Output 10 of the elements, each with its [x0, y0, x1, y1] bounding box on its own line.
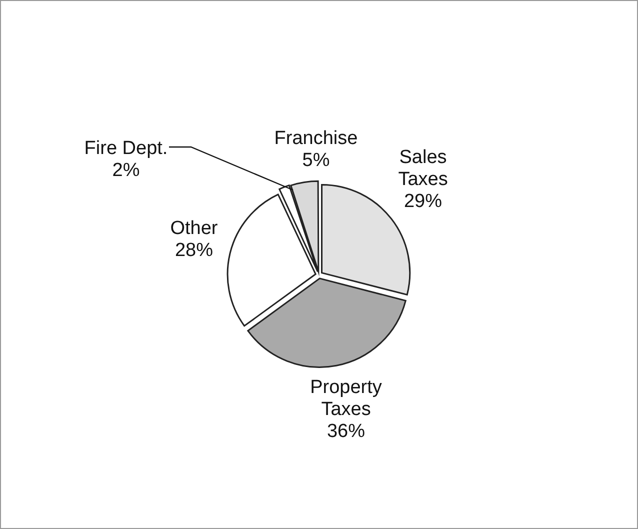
data-label: 29% [404, 191, 442, 212]
data-label: 2% [112, 160, 140, 182]
slice-label: Other [170, 218, 218, 240]
data-label: 28% [174, 240, 214, 262]
data-label: 36% [326, 421, 366, 442]
slice-label: Fire Dept. [84, 138, 168, 160]
slice-label: Sales Taxes [398, 147, 448, 190]
data-label: 5% [302, 150, 330, 172]
slice-label: Property Taxes [310, 377, 382, 420]
slice-label: Franchise [274, 128, 358, 150]
